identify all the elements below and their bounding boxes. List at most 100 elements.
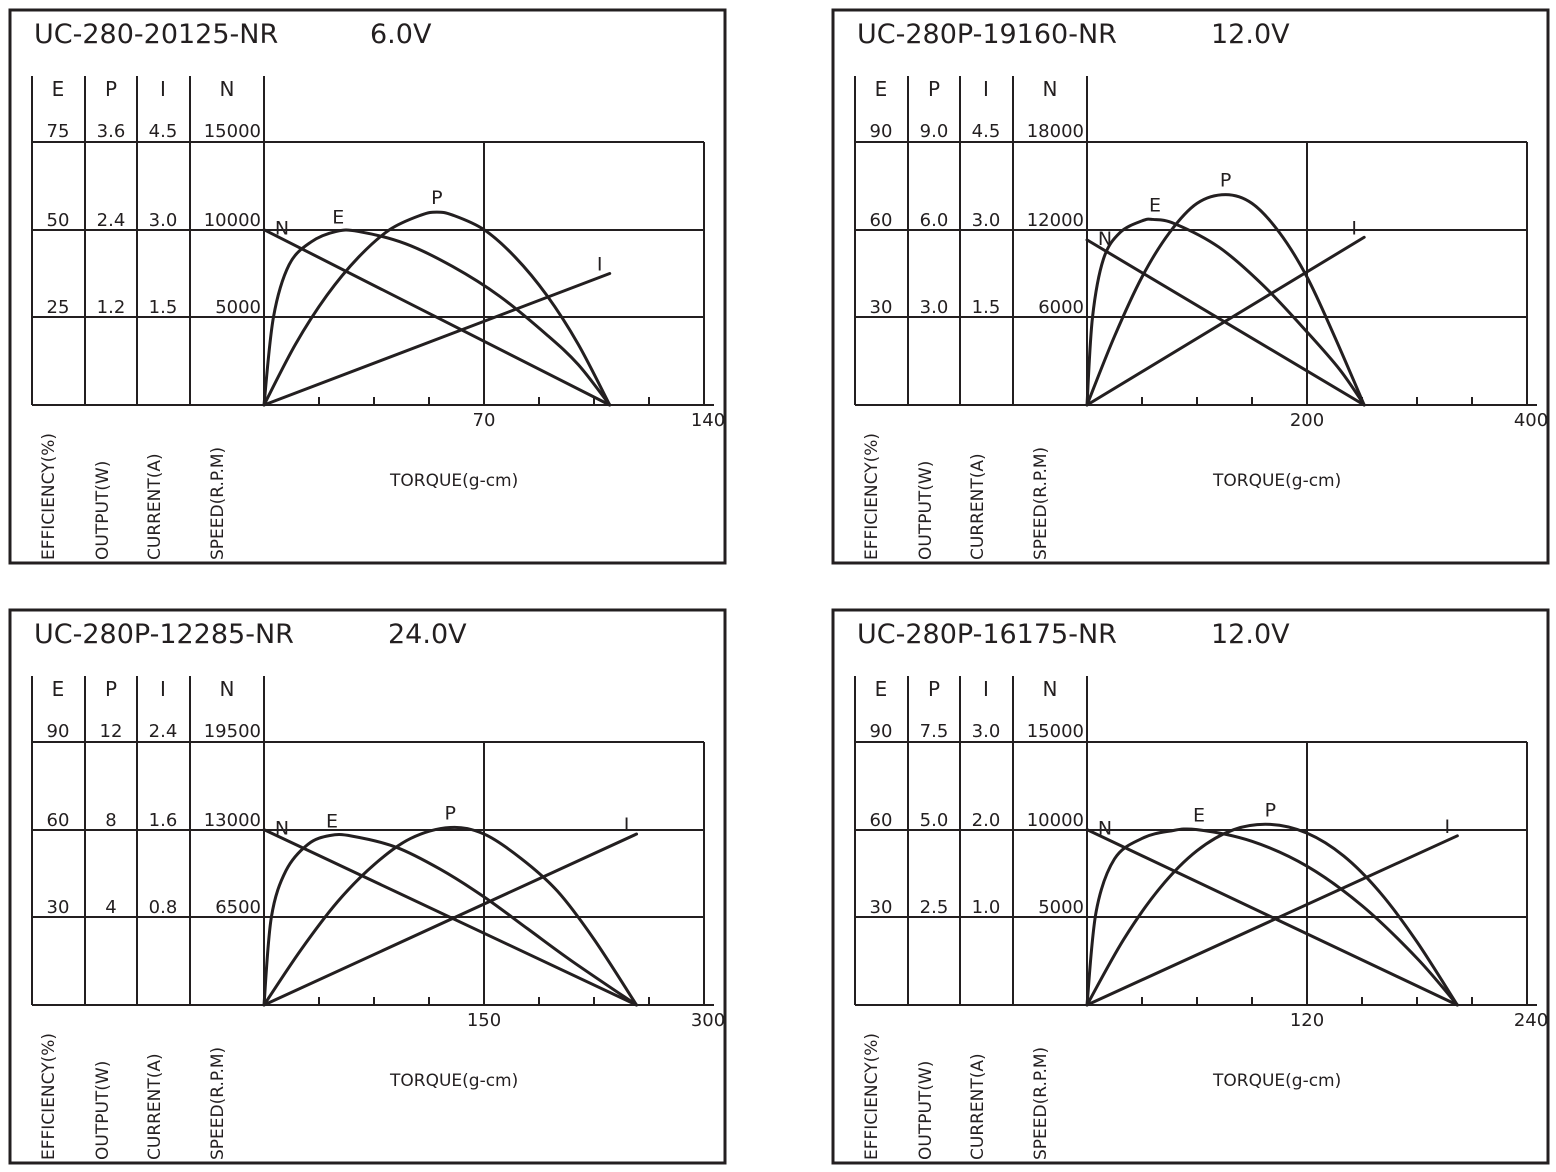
curve-E <box>1085 217 1366 407</box>
y-tick-label: 12000 <box>1027 210 1084 231</box>
x-axis-label: TORQUE(g-cm) <box>1212 1071 1341 1091</box>
column-header: E <box>875 77 888 101</box>
column-header: E <box>52 77 65 101</box>
x-tick-label: 300 <box>691 1010 725 1031</box>
curve-label-P: P <box>1220 170 1231 192</box>
y-tick-label: 6500 <box>215 897 261 918</box>
y-tick-label: 2.0 <box>972 810 1001 831</box>
curve-label-E: E <box>1149 194 1161 216</box>
chart-title: UC-280P-16175-NR <box>857 619 1117 650</box>
column-header: N <box>1043 77 1058 101</box>
column-header: I <box>160 77 166 101</box>
y-axis-label: EFFICIENCY(%) <box>862 433 882 560</box>
curve-label-E: E <box>332 206 344 228</box>
chart-voltage: 24.0V <box>388 619 467 650</box>
y-axis-label: CURRENT(A) <box>968 1053 988 1160</box>
panel-border <box>831 608 1550 1165</box>
curve-label-N: N <box>275 218 289 240</box>
chart-panel: UC-280P-19160-NR 12.0V 200 400 E P I N 30 60 90 3.0… <box>831 8 1550 565</box>
y-tick-label: 12 <box>100 721 123 742</box>
y-tick-label: 8 <box>105 810 116 831</box>
curve-label-N: N <box>275 818 289 840</box>
curve-E <box>1085 827 1459 1007</box>
y-axis-label: OUTPUT(W) <box>93 461 113 560</box>
x-tick-label: 120 <box>1290 1010 1324 1031</box>
x-tick-label: 400 <box>1514 410 1548 431</box>
curve-N <box>262 828 639 1007</box>
y-tick-label: 2.4 <box>149 721 178 742</box>
x-tick-label: 140 <box>691 410 725 431</box>
y-tick-label: 5000 <box>1038 897 1084 918</box>
y-axis-label: SPEED(R.P.M) <box>1031 1047 1051 1160</box>
curve-label-E: E <box>326 811 338 833</box>
curve-label-I: I <box>1445 816 1451 838</box>
curve-E <box>262 833 639 1007</box>
y-tick-label: 60 <box>870 810 893 831</box>
y-tick-label: 1.5 <box>149 297 178 318</box>
y-tick-label: 3.0 <box>972 210 1001 231</box>
y-axis-label: OUTPUT(W) <box>916 1061 936 1160</box>
chart-panel: UC-280P-16175-NR 12.0V 120 240 E P I N 30 60 90 2.5… <box>831 608 1550 1165</box>
curve-label-P: P <box>431 187 442 209</box>
curve-I <box>1085 834 1459 1007</box>
y-tick-label: 25 <box>47 297 70 318</box>
y-tick-label: 10000 <box>204 210 261 231</box>
y-tick-label: 7.5 <box>920 721 949 742</box>
y-tick-label: 60 <box>870 210 893 231</box>
curve-P <box>262 210 612 407</box>
curve-label-P: P <box>445 802 456 824</box>
column-header: I <box>160 677 166 701</box>
y-axis-label: EFFICIENCY(%) <box>862 1033 882 1160</box>
column-header: N <box>220 677 235 701</box>
y-tick-label: 2.4 <box>97 210 126 231</box>
y-tick-label: 50 <box>47 210 70 231</box>
y-tick-label: 90 <box>47 721 70 742</box>
curve-label-N: N <box>1098 818 1112 840</box>
curve-label-I: I <box>1351 217 1357 239</box>
y-tick-label: 1.5 <box>972 297 1001 318</box>
x-axis-label: TORQUE(g-cm) <box>389 1071 518 1091</box>
curve-label-I: I <box>624 814 630 836</box>
curve-I <box>1085 235 1366 407</box>
column-header: P <box>105 677 117 701</box>
y-tick-label: 15000 <box>1027 721 1084 742</box>
chart-title: UC-280P-12285-NR <box>34 619 294 650</box>
chart-voltage: 6.0V <box>370 19 432 50</box>
y-tick-label: 4.5 <box>149 121 178 142</box>
curve-E <box>262 228 612 407</box>
panel-border <box>831 8 1550 565</box>
y-axis-label: SPEED(R.P.M) <box>208 1047 228 1160</box>
y-axis-label: CURRENT(A) <box>968 453 988 560</box>
curve-N <box>262 228 612 407</box>
curve-label-I: I <box>597 254 603 276</box>
column-header: P <box>928 77 940 101</box>
column-header: E <box>52 677 65 701</box>
y-tick-label: 75 <box>47 121 70 142</box>
curve-P <box>1085 193 1366 407</box>
y-tick-label: 9.0 <box>920 121 949 142</box>
x-tick-label: 240 <box>1514 1010 1548 1031</box>
panel-border <box>8 608 727 1165</box>
y-tick-label: 4 <box>105 897 116 918</box>
y-tick-label: 3.0 <box>920 297 949 318</box>
chart-voltage: 12.0V <box>1211 19 1290 50</box>
x-tick-label: 200 <box>1290 410 1324 431</box>
curve-label-P: P <box>1265 799 1276 821</box>
y-tick-label: 90 <box>870 721 893 742</box>
chart-panel: UC-280-20125-NR 6.0V 70 140 E P I N 25 50 75 1.2 2.4… <box>8 8 727 565</box>
y-tick-label: 4.5 <box>972 121 1001 142</box>
column-header: N <box>220 77 235 101</box>
y-axis-label: CURRENT(A) <box>145 1053 165 1160</box>
y-tick-label: 30 <box>47 897 70 918</box>
y-axis-label: OUTPUT(W) <box>916 461 936 560</box>
x-axis-label: TORQUE(g-cm) <box>1212 471 1341 491</box>
y-tick-label: 2.5 <box>920 897 949 918</box>
column-header: I <box>983 677 989 701</box>
y-tick-label: 0.8 <box>149 897 178 918</box>
y-axis-label: EFFICIENCY(%) <box>39 1033 59 1160</box>
y-tick-label: 3.6 <box>97 121 126 142</box>
curve-P <box>262 825 639 1007</box>
y-tick-label: 6000 <box>1038 297 1084 318</box>
column-header: P <box>928 677 940 701</box>
